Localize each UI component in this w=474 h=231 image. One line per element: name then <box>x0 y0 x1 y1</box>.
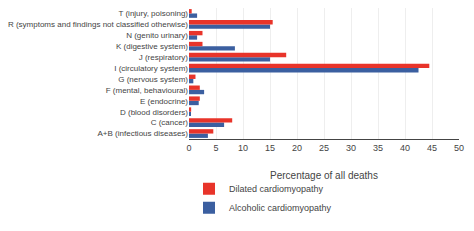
svg-text:D (blood disorders): D (blood disorders) <box>120 108 188 117</box>
svg-text:10: 10 <box>238 143 248 153</box>
svg-text:Dilated cardiomyopathy: Dilated cardiomyopathy <box>229 184 324 194</box>
svg-text:45: 45 <box>427 143 437 153</box>
svg-text:0: 0 <box>186 143 191 153</box>
svg-text:R (symptoms and findings not c: R (symptoms and findings not classified … <box>8 20 188 29</box>
svg-text:15: 15 <box>265 143 275 153</box>
svg-text:J (respiratory): J (respiratory) <box>139 53 189 62</box>
svg-text:35: 35 <box>373 143 383 153</box>
svg-text:N (genito urinary): N (genito urinary) <box>126 31 188 40</box>
svg-text:E (endocrine): E (endocrine) <box>140 97 188 106</box>
svg-text:G (nervous system): G (nervous system) <box>118 75 188 84</box>
svg-text:5: 5 <box>213 143 218 153</box>
svg-text:A+B (infectious diseases): A+B (infectious diseases) <box>98 129 189 138</box>
svg-text:F (mental, behavioural): F (mental, behavioural) <box>106 86 189 95</box>
svg-text:50: 50 <box>454 143 464 153</box>
svg-text:I (circulatory system): I (circulatory system) <box>114 64 188 73</box>
svg-text:25: 25 <box>319 143 329 153</box>
svg-text:T (injury, poisoning): T (injury, poisoning) <box>118 9 188 18</box>
svg-text:20: 20 <box>292 143 302 153</box>
svg-text:Percentage of all deaths: Percentage of all deaths <box>270 170 378 181</box>
svg-text:40: 40 <box>400 143 410 153</box>
svg-text:Alcoholic cardiomyopathy: Alcoholic cardiomyopathy <box>229 203 332 213</box>
svg-text:K (digestive system): K (digestive system) <box>116 42 188 51</box>
svg-text:C (cancer): C (cancer) <box>151 118 189 127</box>
svg-text:30: 30 <box>346 143 356 153</box>
